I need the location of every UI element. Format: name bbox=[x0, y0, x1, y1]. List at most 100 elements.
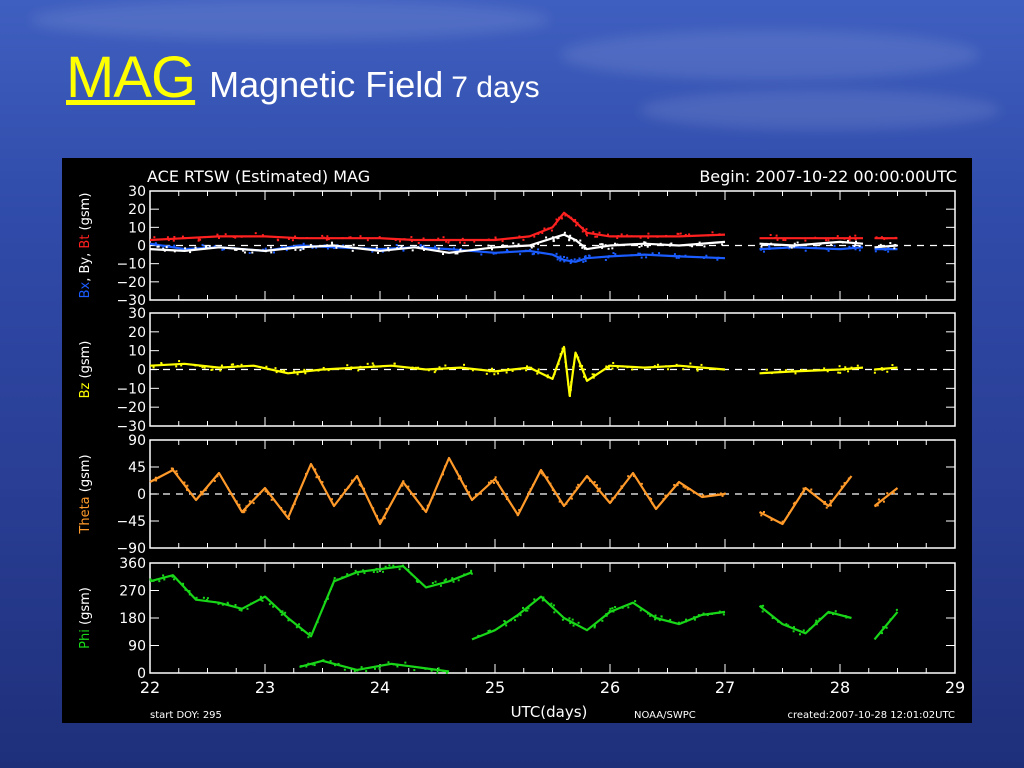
data-point-by bbox=[552, 238, 555, 241]
data-point-by bbox=[532, 245, 535, 248]
data-point-phi bbox=[436, 669, 439, 672]
data-point-theta bbox=[380, 520, 383, 523]
data-point-bx bbox=[395, 244, 398, 247]
data-point-by bbox=[437, 247, 440, 250]
data-point-by bbox=[454, 252, 457, 255]
data-point-phi bbox=[261, 599, 264, 602]
y-tick-label: −90 bbox=[116, 541, 146, 557]
data-point-phi bbox=[221, 603, 224, 606]
data-point-phi bbox=[356, 669, 359, 672]
data-point-theta bbox=[494, 476, 497, 479]
data-point-theta bbox=[201, 493, 204, 496]
data-point-bx bbox=[213, 245, 216, 248]
data-point-bz bbox=[526, 365, 529, 368]
data-point-bx bbox=[804, 249, 807, 252]
data-point-bt bbox=[558, 216, 561, 219]
data-point-phi bbox=[463, 573, 466, 576]
data-point-phi bbox=[611, 607, 614, 610]
data-point-bt bbox=[665, 234, 668, 237]
y-tick-label: 20 bbox=[128, 325, 146, 341]
data-point-theta bbox=[472, 496, 475, 499]
data-point-bx bbox=[876, 247, 879, 250]
data-point-phi bbox=[226, 601, 229, 604]
data-point-phi bbox=[627, 606, 630, 609]
data-point-phi bbox=[505, 624, 508, 627]
data-point-theta bbox=[468, 491, 471, 494]
data-point-phi bbox=[718, 610, 721, 613]
data-point-bz bbox=[210, 368, 213, 371]
data-point-bx bbox=[578, 257, 581, 260]
data-point-bz bbox=[194, 364, 197, 367]
data-point-bz bbox=[564, 355, 567, 358]
data-point-bt bbox=[547, 227, 550, 230]
data-point-bz bbox=[553, 372, 556, 375]
data-point-theta bbox=[802, 487, 805, 490]
data-point-by bbox=[760, 245, 763, 248]
data-point-theta bbox=[542, 474, 545, 477]
data-point-bx bbox=[658, 252, 661, 255]
data-point-phi bbox=[333, 579, 336, 582]
data-point-phi bbox=[333, 577, 336, 580]
data-point-bt bbox=[341, 237, 344, 240]
data-point-by bbox=[846, 239, 849, 242]
data-point-phi bbox=[818, 617, 821, 620]
data-point-phi bbox=[181, 584, 184, 587]
data-point-bt bbox=[197, 237, 200, 240]
series-bz bbox=[149, 345, 726, 397]
data-point-phi bbox=[552, 604, 555, 607]
data-point-bx bbox=[583, 256, 586, 259]
data-point-theta bbox=[318, 475, 321, 478]
data-point-by bbox=[556, 237, 559, 240]
y-tick-label: 0 bbox=[137, 666, 146, 682]
data-point-phi bbox=[240, 609, 243, 612]
data-point-bt bbox=[378, 236, 381, 239]
data-point-theta bbox=[413, 493, 416, 496]
data-point-phi bbox=[300, 629, 303, 632]
data-point-bt bbox=[445, 240, 448, 243]
data-point-theta bbox=[877, 498, 880, 501]
data-point-phi bbox=[777, 620, 780, 623]
data-point-bz bbox=[536, 372, 539, 375]
data-point-theta bbox=[465, 485, 468, 488]
data-point-theta bbox=[551, 489, 554, 492]
data-point-bt bbox=[153, 236, 156, 239]
data-point-bx bbox=[519, 253, 522, 256]
data-point-phi bbox=[316, 621, 319, 624]
data-point-phi bbox=[451, 577, 454, 580]
data-point-bz bbox=[561, 351, 564, 354]
data-point-by bbox=[490, 245, 493, 248]
data-point-bx bbox=[203, 245, 206, 248]
data-point-theta bbox=[238, 503, 241, 506]
data-point-theta bbox=[604, 494, 607, 497]
data-point-theta bbox=[330, 498, 333, 501]
data-point-phi bbox=[158, 580, 161, 583]
x-axis-label: UTC(days) bbox=[511, 703, 588, 721]
data-point-bx bbox=[422, 245, 425, 248]
chart-figure: ACE RTSW (Estimated) MAG Begin: 2007-10-… bbox=[62, 158, 972, 723]
data-point-theta bbox=[305, 472, 308, 475]
data-point-bt bbox=[473, 240, 476, 243]
data-point-bz bbox=[567, 382, 570, 385]
sky-streak bbox=[560, 30, 980, 80]
data-point-phi bbox=[392, 564, 395, 567]
data-point-theta bbox=[836, 493, 839, 496]
data-point-bz bbox=[564, 365, 567, 368]
data-point-theta bbox=[719, 492, 722, 495]
data-point-by bbox=[841, 241, 844, 244]
data-point-phi bbox=[634, 600, 637, 603]
y-axis-label-part: , bbox=[78, 253, 93, 257]
data-point-bt bbox=[560, 217, 563, 220]
data-point-by bbox=[788, 245, 791, 248]
data-point-theta bbox=[344, 488, 347, 491]
data-point-bx bbox=[155, 244, 158, 247]
data-point-theta bbox=[176, 472, 179, 475]
data-point-by bbox=[855, 240, 858, 243]
data-point-bz bbox=[689, 362, 692, 365]
data-point-bz bbox=[592, 376, 595, 379]
data-point-phi bbox=[307, 662, 310, 665]
data-point-phi bbox=[470, 572, 473, 575]
data-point-bt bbox=[261, 234, 264, 237]
mag-link[interactable]: MAG bbox=[66, 45, 196, 110]
data-point-theta bbox=[205, 487, 208, 490]
data-point-bt bbox=[217, 236, 220, 239]
